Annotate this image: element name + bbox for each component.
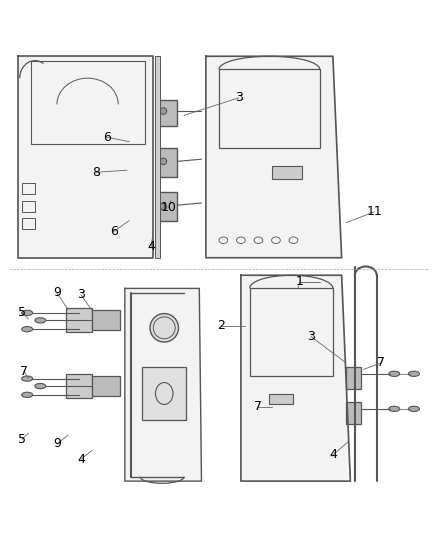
Text: 4: 4 [77, 453, 85, 466]
Ellipse shape [21, 310, 32, 316]
Ellipse shape [35, 383, 46, 389]
Ellipse shape [160, 108, 166, 114]
Bar [92, 310, 120, 330]
Text: 9: 9 [53, 438, 61, 450]
Bar [22, 183, 35, 194]
Ellipse shape [21, 376, 32, 381]
Polygon shape [125, 288, 201, 481]
Text: 8: 8 [92, 166, 100, 179]
Polygon shape [206, 56, 342, 258]
Text: 6: 6 [110, 225, 118, 238]
Text: 7: 7 [254, 400, 262, 413]
Ellipse shape [160, 158, 166, 165]
Text: 6: 6 [103, 131, 111, 144]
Ellipse shape [21, 327, 32, 332]
Text: 11: 11 [367, 205, 382, 218]
Text: 10: 10 [161, 201, 177, 214]
Text: 5: 5 [18, 306, 26, 319]
Bar [155, 56, 160, 258]
Ellipse shape [408, 371, 419, 376]
Bar [269, 393, 293, 405]
Ellipse shape [21, 392, 32, 398]
Bar [272, 166, 302, 179]
Text: 4: 4 [147, 240, 155, 253]
Bar [142, 367, 186, 420]
Bar [158, 192, 177, 221]
Bar [22, 201, 35, 212]
Bar [158, 100, 177, 126]
Bar [22, 219, 35, 229]
Bar [346, 367, 361, 389]
Ellipse shape [389, 371, 399, 376]
Text: 3: 3 [235, 91, 243, 104]
Text: 2: 2 [217, 319, 225, 332]
Ellipse shape [408, 406, 419, 411]
Text: 7: 7 [20, 365, 28, 378]
Ellipse shape [160, 203, 166, 210]
Text: 5: 5 [18, 433, 26, 446]
Ellipse shape [150, 313, 179, 342]
Text: 7: 7 [377, 357, 385, 369]
Bar [92, 376, 120, 395]
Bar [66, 308, 92, 332]
Polygon shape [241, 275, 350, 481]
Text: 9: 9 [53, 286, 61, 300]
Ellipse shape [389, 406, 399, 411]
Bar [66, 374, 92, 398]
Text: 3: 3 [307, 330, 315, 343]
Bar [250, 288, 333, 376]
Bar [158, 148, 177, 177]
Text: 3: 3 [77, 288, 85, 302]
Bar [219, 69, 320, 148]
Polygon shape [18, 56, 153, 258]
Text: 1: 1 [296, 276, 304, 288]
Text: 4: 4 [329, 448, 337, 462]
Bar [346, 402, 361, 424]
Ellipse shape [35, 318, 46, 323]
